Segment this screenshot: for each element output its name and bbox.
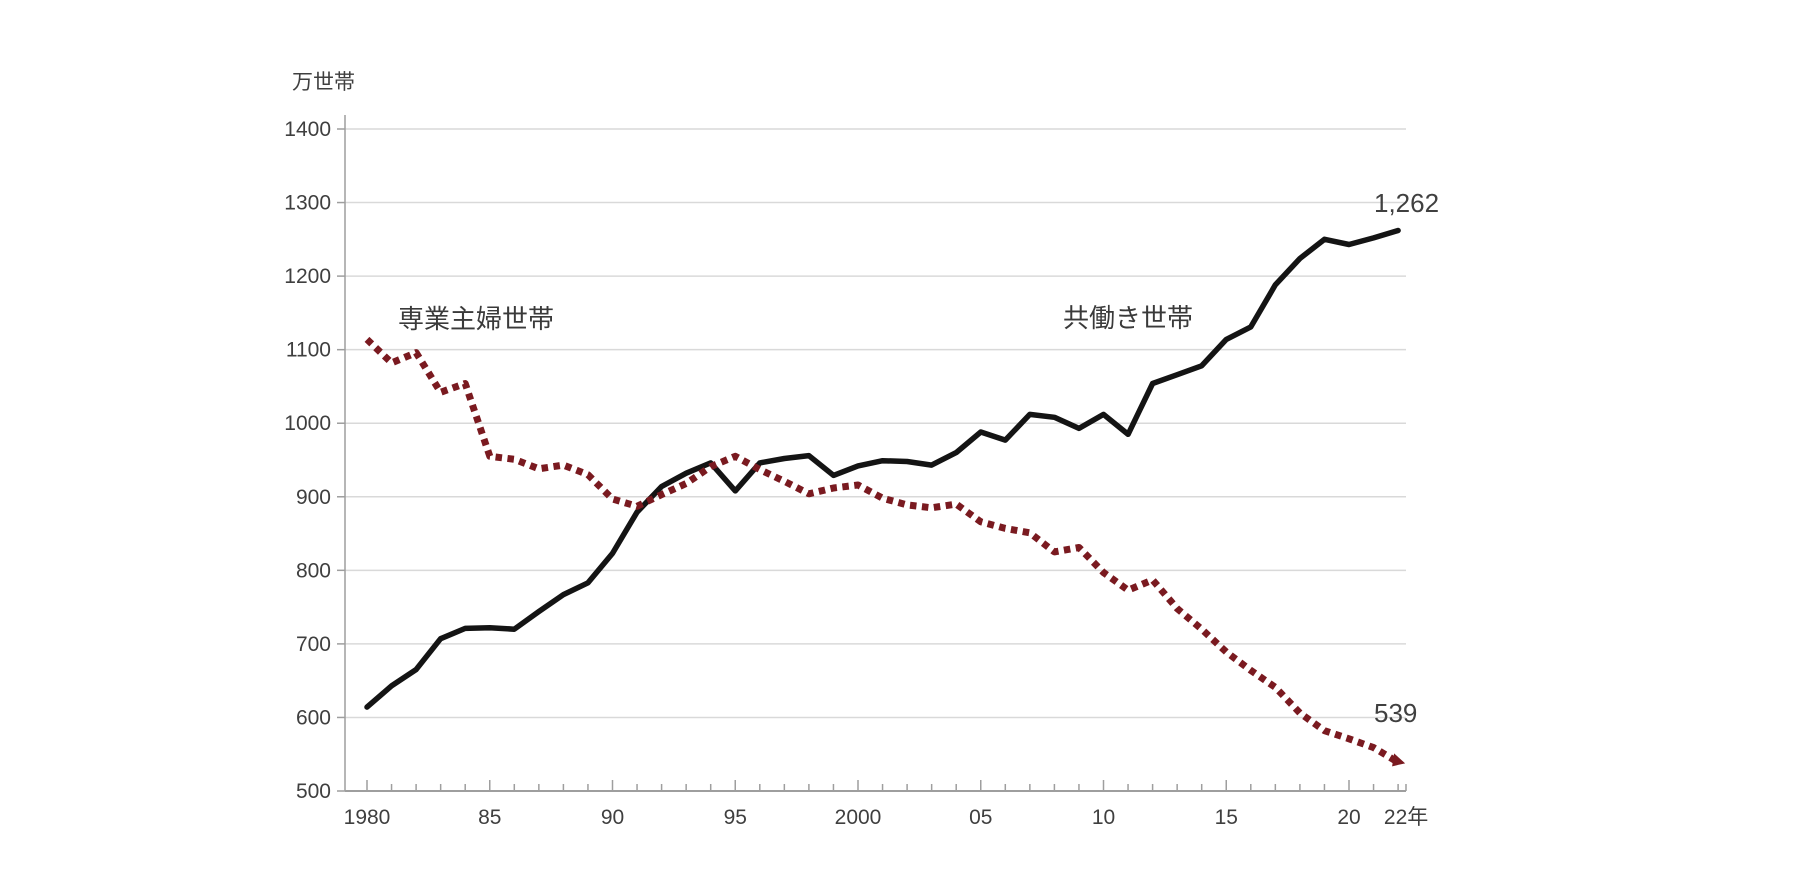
y-axis-unit-label: 万世帯 [292, 71, 355, 94]
y-tick-label: 1300 [284, 192, 331, 215]
x-tick-label: 1980 [344, 806, 391, 829]
series-line-fulltime-housewife [364, 336, 1400, 766]
y-tick-label: 1000 [284, 412, 331, 435]
x-tick-label: 85 [478, 806, 501, 829]
series-label-fulltime-housewife: 専業主婦世帯 [398, 304, 555, 334]
y-tick-label: 800 [296, 559, 331, 582]
x-tick-label: 2000 [835, 806, 882, 829]
x-tick-label: 90 [601, 806, 624, 829]
y-tick-label: 500 [296, 780, 331, 803]
series-line-dual-income [364, 227, 1401, 710]
x-tick-label: 05 [969, 806, 992, 829]
x-tick-label: 22年 [1384, 806, 1428, 829]
y-tick-label: 900 [296, 486, 331, 509]
y-tick-label: 600 [296, 706, 331, 729]
y-tick-label: 1200 [284, 265, 331, 288]
y-tick-label: 1400 [284, 118, 331, 141]
series-label-dual-income: 共働き世帯 [1063, 303, 1194, 333]
x-tick-label: 95 [724, 806, 747, 829]
dual-income-end-value: 1,262 [1374, 188, 1440, 218]
y-tick-label: 1100 [286, 339, 331, 362]
x-tick-label: 10 [1092, 806, 1115, 829]
x-tick-label: 15 [1215, 806, 1238, 829]
x-tick-label: 20 [1337, 806, 1360, 829]
housewife-end-value: 539 [1374, 698, 1418, 728]
dotted-line-arrowhead [1392, 753, 1406, 767]
y-tick-label: 700 [296, 633, 331, 656]
